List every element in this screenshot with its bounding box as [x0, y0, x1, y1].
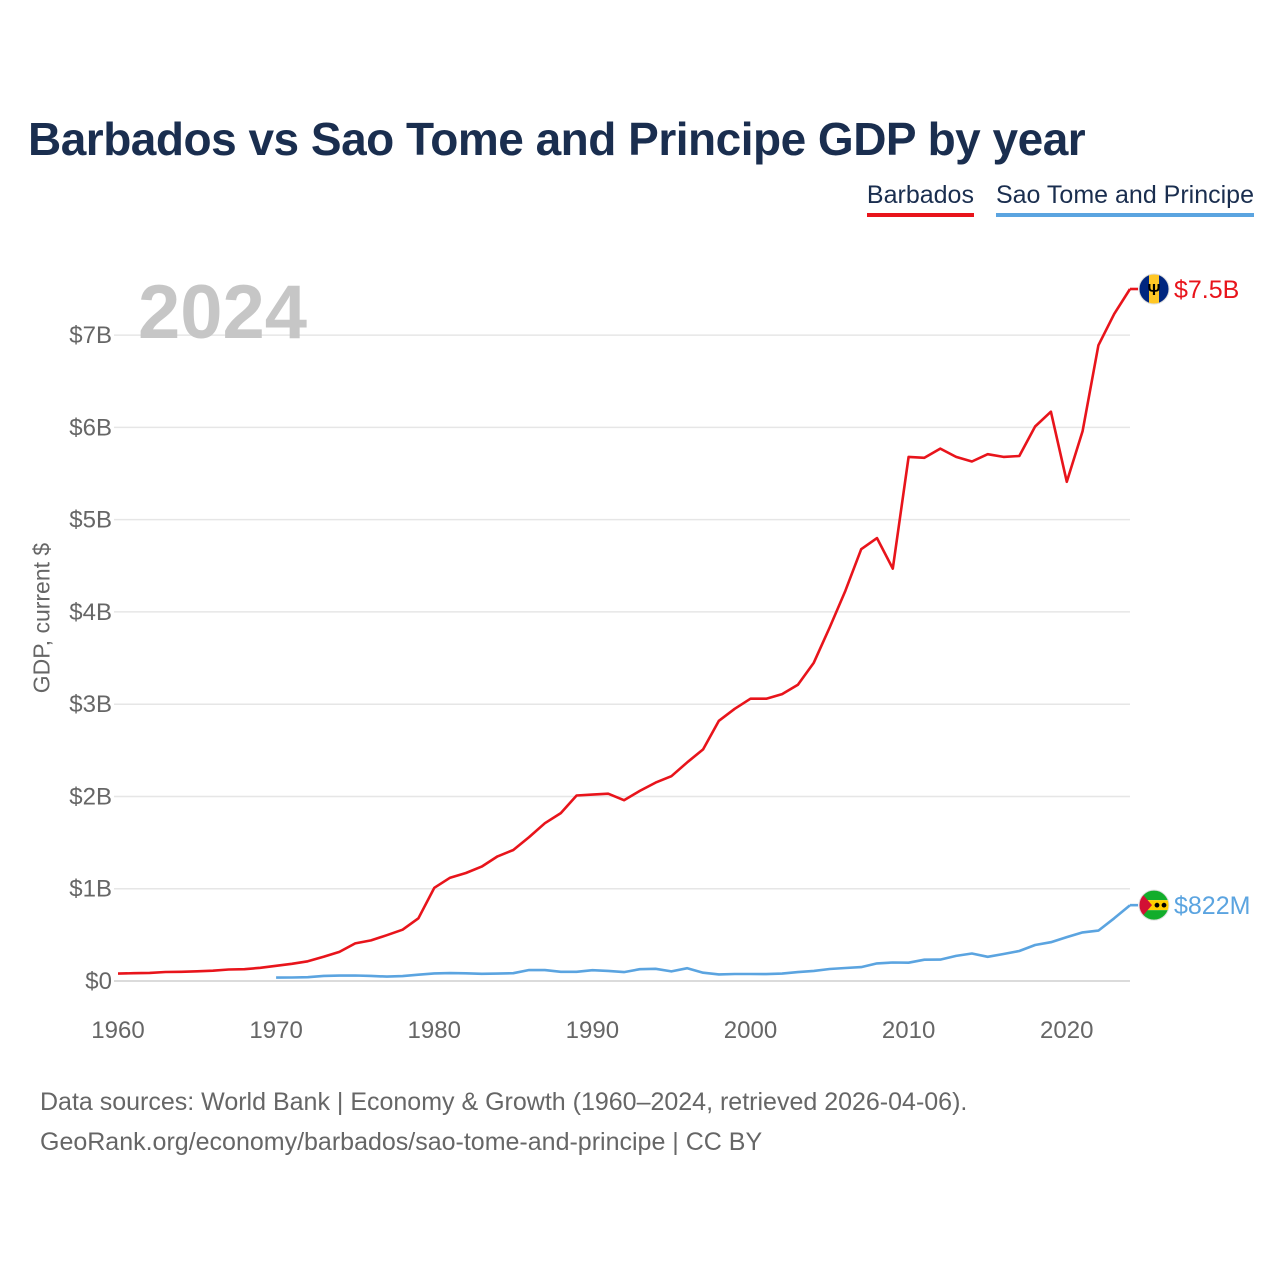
y-tick-label: $3B	[69, 691, 112, 718]
x-tick-label: 2010	[882, 1017, 935, 1044]
x-tick-label: 2000	[724, 1017, 777, 1044]
sources-line-1: Data sources: World Bank | Economy & Gro…	[40, 1088, 968, 1116]
y-tick-label: $7B	[69, 322, 112, 349]
y-tick-label: $4B	[69, 599, 112, 626]
end-value-label-sao-tome: $822M	[1174, 892, 1250, 920]
page-title: Barbados vs Sao Tome and Principe GDP by…	[28, 113, 1086, 165]
series-line-sao-tome	[276, 904, 1131, 979]
legend-item-sao-tome[interactable]: Sao Tome and Principe	[995, 180, 1254, 217]
y-tick-label: $6B	[69, 414, 112, 441]
y-tick-label: $2B	[69, 783, 112, 810]
svg-text:Ψ: Ψ	[1148, 282, 1161, 299]
sources-line-2[interactable]: GeoRank.org/economy/barbados/sao-tome-an…	[40, 1128, 763, 1156]
year-watermark: 2024	[138, 270, 307, 355]
x-tick-label: 2020	[1040, 1017, 1093, 1044]
y-tick-label: $5B	[69, 507, 112, 534]
x-tick-label: 1980	[408, 1017, 461, 1044]
x-tick-label: 1960	[91, 1017, 144, 1044]
x-tick-label: 1990	[566, 1017, 619, 1044]
legend: Barbados Sao Tome and Principe	[866, 180, 1254, 217]
x-tick-label: 1970	[249, 1017, 302, 1044]
legend-item-barbados[interactable]: Barbados	[866, 180, 974, 217]
sao-tome-flag-icon	[1138, 889, 1170, 921]
barbados-flag-icon: Ψ	[1138, 273, 1170, 305]
end-value-label-barbados: $7.5B	[1174, 276, 1239, 304]
y-tick-label: $0	[85, 968, 112, 995]
y-tick-label: $1B	[69, 876, 112, 903]
series-line-barbados	[117, 288, 1132, 975]
data-sources: Data sources: World Bank | Economy & Gro…	[40, 1082, 967, 1162]
